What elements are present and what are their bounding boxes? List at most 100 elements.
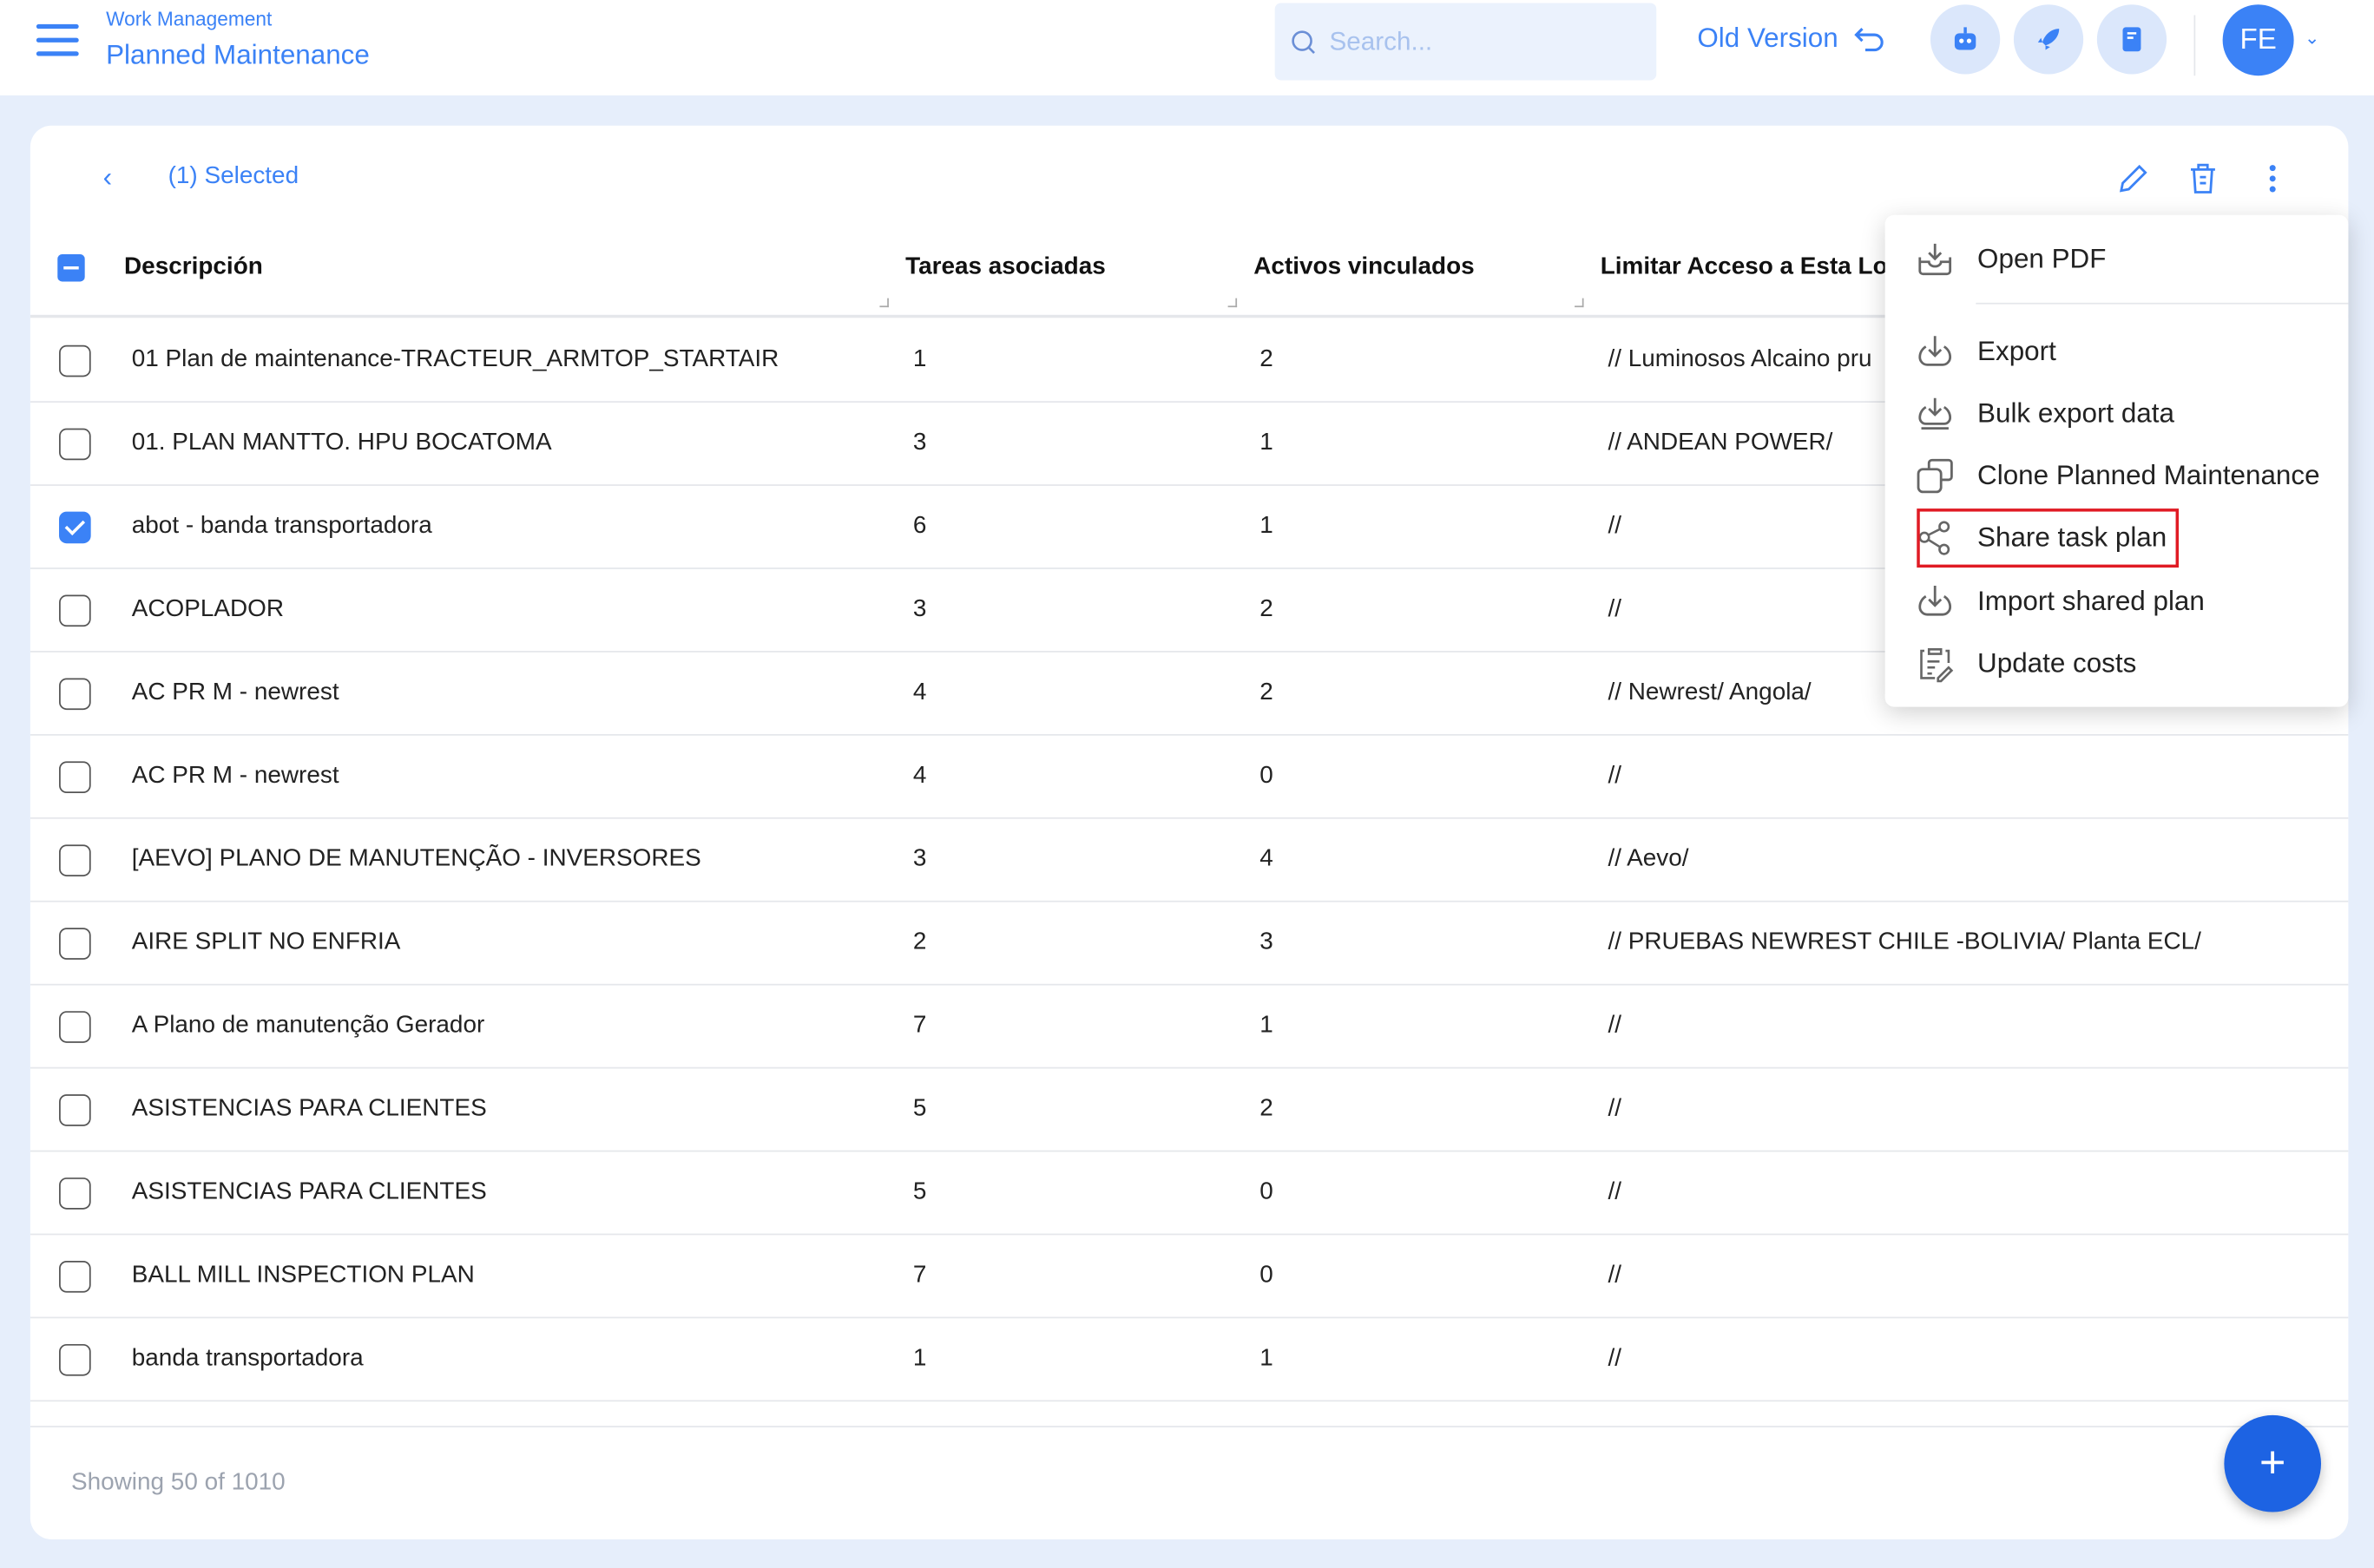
column-header-acceso[interactable]: Limitar Acceso a Esta Loc [1600,254,1902,280]
table-row[interactable]: 01. PLAN MANTTO. HPU BOCATOMA 3 1 // AND… [30,403,2349,486]
cell-tareas: 6 [912,513,927,539]
cell-tareas: 4 [912,763,927,789]
search-icon [1292,30,1315,54]
docs-button[interactable] [2096,4,2167,75]
row-checkbox[interactable] [59,344,91,377]
menu-divider [1976,302,2349,305]
menu-item-export[interactable]: Export [1916,325,2056,377]
cell-acceso: // [1608,1345,1621,1372]
chevron-down-icon[interactable]: ⌄ [2304,27,2320,49]
edit-pencil-icon[interactable] [2115,161,2152,197]
row-checkbox[interactable] [59,844,91,876]
cell-descripcion: AC PR M - newrest [131,763,339,789]
table-row[interactable]: AIRE SPLIT NO ENFRIA 2 3 // PRUEBAS NEWR… [30,902,2349,986]
selected-count: (1) Selected [168,163,299,190]
add-button[interactable]: + [2224,1414,2322,1512]
cell-acceso: // Newrest/ Angola/ [1608,679,1812,705]
table-footer: Showing 50 of 1010 [30,1426,2349,1539]
bulk-download-icon [1918,397,1952,430]
breadcrumb[interactable]: Work Management [106,7,273,30]
row-checkbox[interactable] [59,511,91,544]
table-row[interactable]: banda transportadora 1 1 // [30,1318,2349,1402]
cell-acceso: // [1608,1262,1621,1289]
back-chevron-icon[interactable]: ‹ [102,161,113,193]
table-row[interactable]: 01 Plan de maintenance-TRACTEUR_ARMTOP_S… [30,319,2349,403]
cell-descripcion: A Plano de manutenção Gerador [131,1012,485,1039]
menu-item-open-pdf[interactable]: Open PDF [1916,233,2107,285]
menu-item-update-costs[interactable]: Update costs [1916,637,2137,688]
cell-tareas: 5 [912,1095,927,1122]
cell-activos: 2 [1259,679,1273,705]
cell-activos: 2 [1259,1095,1273,1122]
row-checkbox[interactable] [59,1011,91,1043]
cell-descripcion: ACOPLADOR [131,596,285,622]
menu-item-label: Import shared plan [1977,585,2205,616]
table-row[interactable]: ASISTENCIAS PARA CLIENTES 5 2 // [30,1068,2349,1152]
cell-acceso: // [1608,763,1621,789]
select-all-checkbox[interactable] [57,254,85,282]
row-checkbox[interactable] [59,928,91,960]
book-icon [2122,27,2141,52]
column-header-activos[interactable]: Activos vinculados [1253,254,1475,280]
menu-item-bulk-export[interactable]: Bulk export data [1916,388,2174,439]
avatar[interactable]: FE [2222,4,2294,76]
menu-item-label: Open PDF [1977,242,2107,273]
launch-button[interactable] [2013,4,2084,75]
cell-tareas: 5 [912,1178,927,1205]
table-row[interactable]: ACOPLADOR 3 2 // [30,569,2349,653]
column-header-tareas[interactable]: Tareas asociadas [905,254,1106,280]
menu-item-import-shared-plan[interactable]: Import shared plan [1916,575,2205,627]
cell-acceso: // [1608,1178,1621,1205]
cell-tareas: 3 [912,430,927,456]
table-row[interactable]: AC PR M - newrest 4 0 // [30,736,2349,819]
row-checkbox[interactable] [59,1178,91,1210]
menu-item-share-task-plan[interactable]: Share task plan [1916,512,2167,563]
menu-item-label: Update costs [1977,646,2137,678]
search-box[interactable] [1274,3,1657,81]
import-icon [1918,586,1952,616]
clipboard-edit-icon [1920,647,1954,683]
old-version-button[interactable]: Old Version [1697,23,1886,55]
row-checkbox[interactable] [59,761,91,794]
column-resize-handle[interactable] [879,298,889,308]
cell-activos: 0 [1259,1178,1273,1205]
cell-descripcion: banda transportadora [131,1345,364,1372]
cell-activos: 1 [1259,513,1273,539]
row-checkbox[interactable] [59,1343,91,1376]
trash-icon[interactable] [2185,161,2221,197]
table-row[interactable]: [AEVO] PLANO DE MANUTENÇÃO - INVERSORES … [30,819,2349,902]
cell-descripcion: AIRE SPLIT NO ENFRIA [131,929,401,955]
cell-activos: 2 [1259,596,1273,622]
row-checkbox[interactable] [59,428,91,461]
table-row[interactable]: ASISTENCIAS PARA CLIENTES 5 0 // [30,1151,2349,1236]
open-pdf-icon [1918,243,1952,276]
column-header-descripcion[interactable]: Descripción [124,254,263,280]
search-input[interactable] [1329,26,1633,57]
table-row[interactable]: A Plano de manutenção Gerador 7 1 // [30,986,2349,1069]
cell-tareas: 7 [912,1012,927,1039]
cell-activos: 1 [1259,1012,1273,1039]
robot-icon [1954,27,1976,50]
row-checkbox[interactable] [59,594,91,627]
old-version-label: Old Version [1697,23,1838,54]
cell-acceso: // [1608,513,1621,539]
menu-item-label: Bulk export data [1977,397,2174,428]
row-checkbox[interactable] [59,1261,91,1293]
cell-tareas: 2 [912,929,927,955]
row-checkbox[interactable] [59,1094,91,1126]
column-resize-handle[interactable] [1227,298,1238,308]
row-checkbox[interactable] [59,678,91,711]
column-resize-handle[interactable] [1575,298,1584,308]
more-vertical-icon[interactable] [2254,161,2291,197]
page-title: Planned Maintenance [106,39,370,70]
cell-activos: 0 [1259,763,1273,789]
cell-tareas: 1 [912,346,927,373]
menu-item-clone[interactable]: Clone Planned Maintenance [1916,449,2320,501]
hamburger-menu-icon[interactable] [36,23,79,57]
table-row[interactable]: BALL MILL INSPECTION PLAN 7 0 // [30,1235,2349,1319]
assistant-bot-button[interactable] [1930,4,2001,75]
table-row[interactable]: abot - banda transportadora 6 1 // [30,486,2349,569]
cell-acceso: // PRUEBAS NEWREST CHILE -BOLIVIA/ Plant… [1608,929,2201,955]
table-row[interactable]: AC PR M - newrest 4 2 // Newrest/ Angola… [30,653,2349,736]
cell-activos: 1 [1259,1345,1273,1372]
